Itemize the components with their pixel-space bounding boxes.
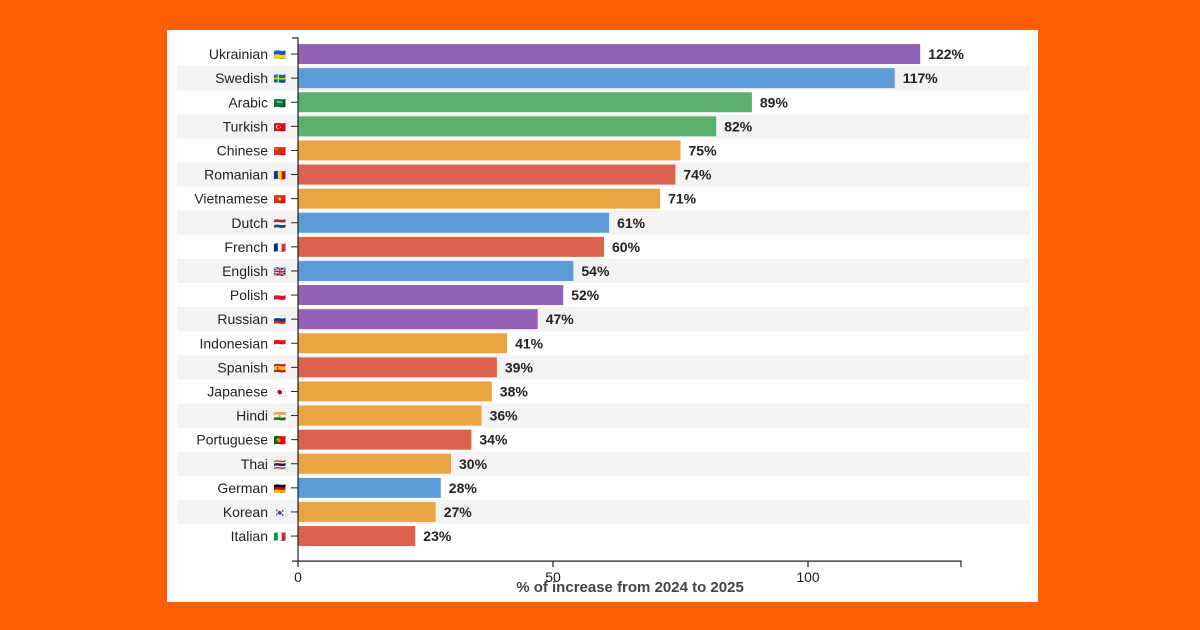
value-label: 41%	[515, 335, 544, 351]
flag-icon: 🇵🇱	[274, 290, 287, 302]
y-axis	[292, 37, 299, 562]
bar-english	[298, 260, 574, 281]
flag-icon: 🇷🇺	[274, 314, 287, 326]
bar-vietnamese	[298, 188, 661, 209]
x-tick-label: 50	[545, 569, 561, 585]
flag-icon: 🇳🇱	[274, 218, 287, 230]
value-label: 61%	[617, 215, 646, 231]
category-label: Romanian	[204, 167, 268, 183]
flag-icon: 🇹🇭	[274, 459, 287, 471]
value-label: 122%	[928, 46, 964, 62]
bar-thai	[298, 453, 451, 474]
bar-french	[298, 236, 604, 257]
category-label: Russian	[217, 311, 268, 327]
flag-icon: 🇪🇸	[274, 362, 287, 374]
flag-icon: 🇵🇹	[274, 435, 287, 447]
bar-romanian	[298, 164, 676, 185]
category-label: Italian	[231, 528, 268, 544]
flag-icon: 🇺🇦	[274, 49, 287, 61]
bar-arabic	[298, 92, 752, 113]
flag-icon: 🇸🇪	[274, 73, 287, 85]
flag-icon: 🇯🇵	[274, 386, 287, 398]
bar-turkish	[298, 116, 717, 137]
flag-icon: 🇮🇩	[274, 338, 287, 350]
x-tick-label: 100	[796, 569, 820, 585]
x-axis-label: % of increase from 2024 to 2025	[516, 579, 744, 596]
category-label: Vietnamese	[194, 191, 268, 207]
value-label: 117%	[903, 70, 939, 86]
bar-polish	[298, 285, 564, 306]
flag-icon: 🇻🇳	[274, 194, 287, 206]
category-label: German	[217, 480, 268, 496]
flag-icon: 🇰🇷	[274, 507, 287, 519]
value-label: 75%	[689, 142, 718, 158]
flag-icon: 🇫🇷	[274, 242, 287, 254]
flag-icon: 🇷🇴	[274, 170, 287, 182]
category-label: Dutch	[231, 215, 268, 231]
bar-korean	[298, 501, 436, 522]
category-label: Hindi	[236, 408, 268, 424]
bar-portuguese	[298, 429, 472, 450]
flag-icon: 🇬🇧	[274, 266, 287, 278]
bar-swedish	[298, 68, 895, 89]
value-label: 74%	[683, 167, 712, 183]
value-label: 34%	[479, 432, 508, 448]
value-label: 28%	[449, 480, 478, 496]
flag-icon: 🇸🇦	[274, 97, 287, 109]
category-label: Japanese	[207, 383, 268, 399]
value-label: 54%	[581, 263, 610, 279]
value-label: 52%	[571, 287, 600, 303]
value-label: 27%	[444, 504, 473, 520]
bar-hindi	[298, 405, 482, 426]
bar-dutch	[298, 212, 610, 233]
category-label: Thai	[241, 456, 268, 472]
value-label: 71%	[668, 191, 697, 207]
value-label: 47%	[546, 311, 575, 327]
category-label: Portuguese	[196, 432, 268, 448]
category-label: Ukrainian	[209, 46, 268, 62]
flag-icon: 🇩🇪	[274, 483, 287, 495]
flag-icon: 🇨🇳	[274, 145, 287, 157]
category-label: English	[222, 263, 268, 279]
bar-ukrainian	[298, 44, 921, 65]
x-axis	[292, 560, 962, 568]
value-label: 89%	[760, 94, 789, 110]
category-label: Arabic	[228, 94, 268, 110]
value-label: 39%	[505, 359, 534, 375]
value-label: 82%	[724, 118, 753, 134]
bar-chinese	[298, 140, 681, 161]
category-label: Korean	[223, 504, 268, 520]
value-label: 36%	[490, 408, 519, 424]
category-label: Indonesian	[199, 335, 268, 351]
bar-italian	[298, 526, 416, 547]
chart-card: 122% Ukrainian 🇺🇦 117% Swedish 🇸🇪 89% Arabic 🇸🇦 8…	[167, 30, 1038, 602]
flag-icon: 🇹🇷	[274, 121, 287, 133]
value-label: 30%	[459, 456, 488, 472]
bar-russian	[298, 309, 538, 330]
category-label: French	[224, 239, 268, 255]
bar-indonesian	[298, 333, 508, 354]
category-label: Swedish	[215, 70, 268, 86]
x-tick-label: 0	[294, 569, 302, 585]
bar-spanish	[298, 357, 497, 378]
bar-japanese	[298, 381, 492, 402]
category-label: Chinese	[217, 142, 269, 158]
category-label: Turkish	[223, 118, 268, 134]
value-label: 60%	[612, 239, 641, 255]
category-label: Spanish	[217, 359, 268, 375]
value-label: 23%	[423, 528, 452, 544]
bar-chart: 122% Ukrainian 🇺🇦 117% Swedish 🇸🇪 89% Arabic 🇸🇦 8…	[177, 37, 1030, 596]
flag-icon: 🇮🇹	[274, 531, 287, 543]
bar-german	[298, 477, 441, 498]
category-label: Polish	[230, 287, 268, 303]
value-label: 38%	[500, 383, 529, 399]
flag-icon: 🇮🇳	[274, 411, 287, 423]
